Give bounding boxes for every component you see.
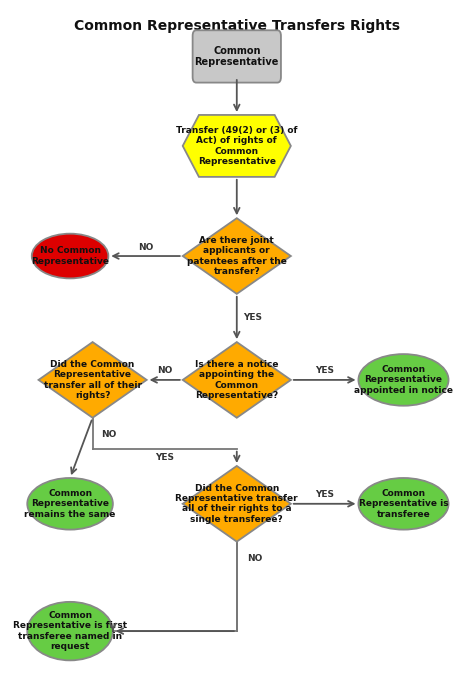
Ellipse shape: [27, 478, 113, 529]
Text: NO: NO: [157, 366, 172, 375]
Ellipse shape: [358, 354, 449, 406]
Text: Did the Common
Representative
transfer all of their
rights?: Did the Common Representative transfer a…: [44, 360, 142, 400]
Text: YES: YES: [155, 453, 174, 462]
Ellipse shape: [27, 602, 113, 661]
Text: YES: YES: [315, 366, 334, 375]
Text: Common
Representative: Common Representative: [195, 46, 279, 67]
Ellipse shape: [32, 234, 109, 278]
Text: Common Representative Transfers Rights: Common Representative Transfers Rights: [74, 19, 400, 32]
Text: Are there joint
applicants or
patentees after the
transfer?: Are there joint applicants or patentees …: [187, 236, 287, 276]
Text: NO: NO: [138, 243, 153, 252]
Polygon shape: [183, 466, 291, 542]
Text: YES: YES: [315, 491, 334, 500]
Ellipse shape: [358, 478, 449, 529]
Polygon shape: [183, 342, 291, 418]
Text: Is there a notice
appointing the
Common
Representative?: Is there a notice appointing the Common …: [195, 360, 279, 400]
Text: Common
Representative
remains the same: Common Representative remains the same: [24, 489, 116, 519]
Polygon shape: [183, 115, 291, 177]
Polygon shape: [183, 218, 291, 294]
Text: Common
Representative is
transferee: Common Representative is transferee: [359, 489, 448, 519]
Text: Common
Representative is first
transferee named in
request: Common Representative is first transfere…: [13, 611, 127, 651]
Text: Did the Common
Representative transfer
all of their rights to a
single transfere: Did the Common Representative transfer a…: [176, 484, 298, 524]
FancyBboxPatch shape: [192, 30, 281, 83]
Text: NO: NO: [101, 430, 116, 439]
Text: Transfer (49(2) or (3) of
Act) of rights of
Common
Representative: Transfer (49(2) or (3) of Act) of rights…: [176, 126, 297, 166]
Text: NO: NO: [247, 554, 262, 563]
Text: Common
Representative
appointed in notice: Common Representative appointed in notic…: [354, 365, 453, 395]
Polygon shape: [39, 342, 147, 418]
Text: No Common
Representative: No Common Representative: [31, 246, 109, 266]
Text: YES: YES: [243, 314, 262, 323]
